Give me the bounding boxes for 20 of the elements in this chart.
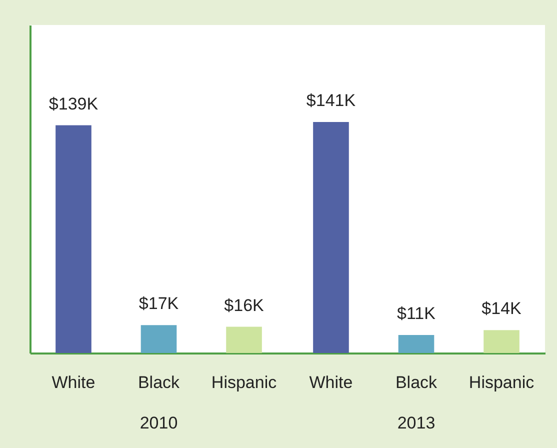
data-label: $11K: [397, 304, 436, 323]
text: Black: [395, 373, 438, 392]
text: Hispanic: [468, 373, 534, 392]
series-label: White: [52, 373, 96, 392]
bar: [398, 334, 434, 353]
data-label: $139K: [48, 94, 99, 114]
data-label: $14K: [482, 299, 522, 318]
bar: [140, 325, 177, 353]
data-label: $17K: [138, 294, 180, 314]
data-label: $141K: [306, 91, 356, 110]
bar: [484, 330, 520, 353]
x-tick-label: 2013: [397, 414, 436, 432]
bar: [56, 125, 92, 353]
data-label: $16K: [224, 296, 265, 315]
series-label: Black: [138, 373, 180, 392]
series-label: Hispanic: [211, 373, 278, 392]
x-tick-label: 2010: [140, 414, 178, 432]
bar: [226, 326, 262, 353]
text: White: [309, 373, 353, 392]
bar: [313, 122, 349, 353]
